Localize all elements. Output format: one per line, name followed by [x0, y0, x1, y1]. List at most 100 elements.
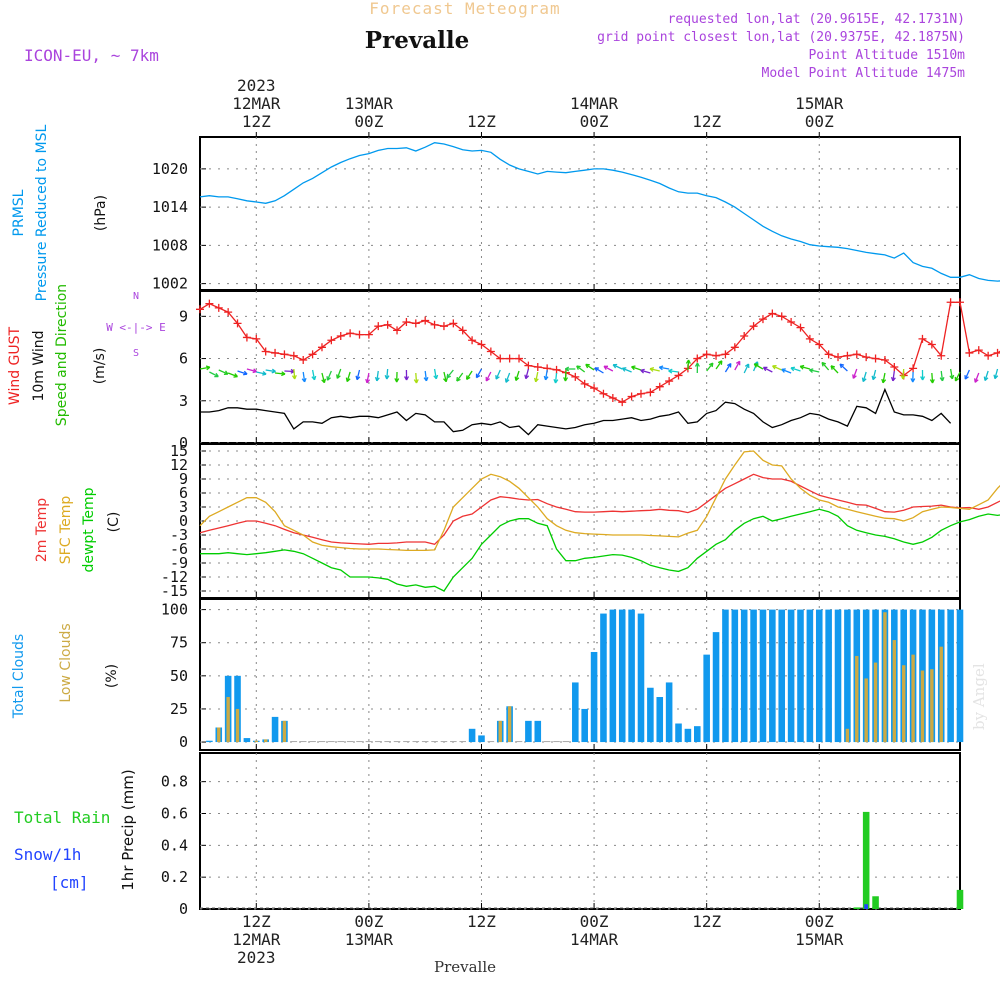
wind-arrow-head [949, 374, 955, 380]
wind-direction-arrow [821, 361, 830, 371]
gust-marker [665, 377, 674, 386]
gust-marker [993, 348, 1000, 357]
low-cloud-bar [902, 665, 906, 743]
snow-bar [864, 904, 869, 909]
wind-direction-arrow [564, 366, 576, 372]
model-point-altitude: Model Point Altitude 1475m [762, 66, 966, 81]
wind-arrow-shaft [734, 360, 741, 371]
bottom-time-label: 12Z [467, 912, 496, 931]
wind-arrow-shaft [209, 371, 219, 378]
gust-marker [599, 389, 608, 398]
wind-arrow-shaft [852, 368, 858, 379]
wind-direction-arrow [631, 365, 642, 371]
top-time-label: 12Z [692, 112, 721, 131]
wind-arrow-shaft [237, 370, 248, 375]
wind-direction-arrow [553, 372, 559, 384]
total-cloud-bar [440, 741, 448, 743]
y-tick-label: 0 [179, 434, 188, 452]
wind-arrow-head [205, 365, 211, 371]
gust-marker [712, 351, 721, 360]
wind-arrow-head [533, 377, 539, 383]
gust-marker [355, 330, 364, 339]
wind-arrow-shaft [293, 368, 296, 380]
gust-marker [852, 350, 861, 359]
wind-arrow-head [311, 375, 317, 381]
total-cloud-bar [740, 609, 748, 743]
gust-marker [224, 308, 233, 317]
total-cloud-bar [309, 741, 316, 743]
wind-arrow-head [456, 377, 461, 382]
wind-arrow-shaft [525, 368, 530, 379]
y-tick-label: 0.4 [161, 836, 188, 854]
wind-arrow-shaft [724, 363, 732, 373]
y-tick-label: 9 [179, 470, 188, 488]
gust-marker [880, 355, 889, 364]
wind-direction-arrow [603, 365, 614, 372]
y-tick-label: -9 [170, 554, 188, 572]
bottom-time-label: 00Z [805, 912, 834, 931]
gust-marker [430, 320, 439, 329]
wind-direction-arrow [612, 363, 623, 370]
wind-arrow-shaft [994, 368, 999, 379]
wind-arrow-head [753, 363, 759, 368]
wind-direction-arrow [974, 372, 980, 383]
gust-marker [336, 332, 345, 341]
gust-marker [796, 323, 805, 332]
gust-marker [261, 347, 270, 356]
point-altitude: Point Altitude 1510m [808, 48, 965, 63]
gust-marker [974, 346, 983, 355]
wind-arrow-shaft [302, 371, 306, 382]
wind-arrow-shaft [515, 370, 520, 381]
total-cloud-bar [356, 741, 363, 743]
bottom-time-label: 12MAR [232, 930, 281, 949]
wind-arrow-shaft [668, 370, 679, 373]
gust-marker [486, 347, 495, 356]
gust-marker [946, 298, 955, 307]
gust-marker [937, 351, 946, 360]
total-cloud-bar [290, 741, 298, 743]
wind-direction-arrow [772, 364, 782, 371]
wind-arrow-shaft [839, 363, 848, 372]
y-tick-label: 25 [170, 700, 188, 718]
gust-marker [233, 319, 242, 328]
wind-arrow-head [852, 374, 857, 379]
wind-arrow-shaft [649, 368, 660, 372]
wind-direction-arrow [374, 370, 380, 382]
wind-direction-arrow [423, 370, 429, 382]
low-cloud-bar [235, 708, 240, 743]
wind-arrow-head [594, 367, 599, 372]
y-tick-label: 6 [179, 484, 188, 502]
wind-arrow-head [291, 375, 297, 380]
precip-side-label: [cm] [50, 873, 89, 892]
wind-axis-label: (m/s) [92, 348, 108, 385]
total-cloud-bar [656, 697, 664, 743]
wind-arrow-shaft [743, 363, 750, 374]
wind-arrow-shaft [753, 363, 764, 370]
total-cloud-bar [759, 609, 767, 743]
total-cloud-bar [797, 609, 804, 743]
wind-arrow-shaft [386, 368, 389, 380]
wind-direction-arrow [524, 368, 530, 380]
wind-direction-arrow [218, 369, 229, 376]
total-cloud-bar [534, 720, 542, 743]
wind-arrow-shaft [800, 365, 811, 370]
wind-direction-arrow [265, 368, 276, 374]
gust-marker [918, 334, 927, 343]
wind-arrow-shaft [892, 370, 895, 381]
wind-arrow-head [336, 374, 341, 379]
y-tick-label: 0.8 [161, 773, 188, 791]
total-cloud-bar [684, 728, 692, 743]
gust-marker [449, 319, 458, 328]
wind-arrow-shaft [612, 364, 623, 370]
wind-arrow-head [504, 378, 510, 383]
top-time-label: 00Z [354, 112, 383, 131]
gust-marker [834, 353, 843, 362]
wind-direction-arrow [504, 372, 511, 383]
wind-arrow-shaft [284, 370, 295, 373]
gust-marker [524, 361, 533, 370]
wind-direction-arrow [954, 371, 961, 382]
gust-marker [327, 336, 336, 345]
bottom-time-label: 00Z [354, 912, 383, 931]
temp-2m-line [199, 473, 1000, 546]
wind-direction-arrow [658, 365, 670, 371]
